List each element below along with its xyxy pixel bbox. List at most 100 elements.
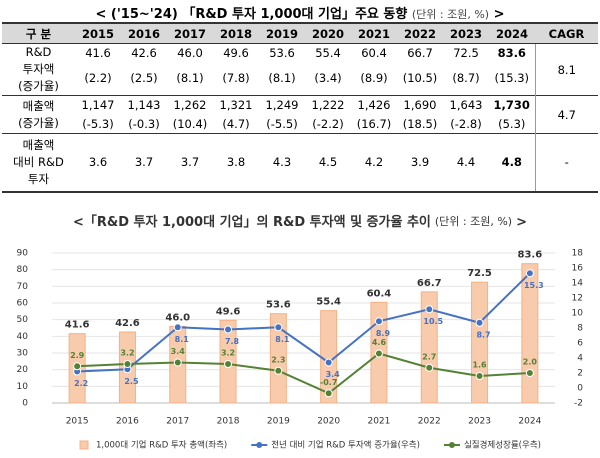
bar-label: 60.4 — [367, 288, 392, 299]
table-row: 매출액 대비 R&D 투자 3.6 3.7 3.7 3.8 4.3 4.5 4.2 3.9 4.4 4.… — [2, 133, 598, 193]
row-label: R&D 투자액 (증가율) — [2, 43, 75, 96]
header-cell: 2023 — [443, 22, 489, 44]
line-point — [224, 360, 233, 368]
row-label: 매출액 대비 R&D 투자 — [2, 133, 75, 193]
legend-label: 실질경제성장률(우측) — [464, 440, 541, 451]
y2-tick-label: 18 — [572, 249, 584, 259]
table-cell: 53.6 — [259, 43, 305, 62]
x-tick-label: 2016 — [116, 417, 139, 427]
title-text: < ('15~'24) 「R&D 투자 1,000대 기업」주요 동향 — [95, 7, 408, 22]
point-label: 8.1 — [275, 335, 290, 344]
table-cell: (18.5) — [402, 116, 438, 131]
point-label: 3.2 — [120, 349, 134, 358]
line-point — [224, 325, 233, 334]
y-tick-label: 50 — [17, 315, 29, 325]
table-cell: (2.2) — [84, 71, 112, 86]
x-tick-label: 2020 — [317, 417, 340, 427]
table-cell: 66.7 — [397, 43, 443, 62]
x-tick-label: 2022 — [418, 417, 441, 427]
table-cell: (16.7) — [356, 116, 392, 131]
table-row: (-5.3) (-0.3) (10.4) (4.7) (-5.5) (-2.2) (16.7… — [2, 115, 598, 134]
y2-tick-label: 4 — [577, 354, 583, 364]
x-tick-label: 2024 — [518, 417, 541, 427]
table-cell: 3.7 — [121, 133, 167, 193]
point-label: 2.9 — [70, 351, 85, 360]
table-cell: (2.5) — [130, 71, 158, 86]
bar-label: 41.6 — [65, 320, 90, 331]
header-cell: 2021 — [351, 22, 397, 44]
bar-label: 49.6 — [216, 306, 241, 317]
bar — [521, 263, 539, 404]
table-cell: (5.3) — [498, 116, 526, 131]
point-label: 4.6 — [372, 338, 387, 347]
legend-marker — [448, 442, 455, 448]
chart: <「R&D 투자 1,000대 기업」의 R&D 투자액 및 증가율 추이 (단위… — [17, 214, 584, 451]
table-cell: 3.9 — [397, 133, 443, 193]
table-row: R&D 투자액 (증가율) 41.6 42.6 46.0 49.6 53.6 55.4 60.4 6… — [2, 43, 598, 96]
y2-tick-label: 8 — [577, 324, 583, 334]
line — [77, 272, 531, 373]
table-cell: 4.5 — [305, 133, 351, 193]
table-cell: 1,321 — [213, 95, 259, 115]
table-cell: 1,262 — [167, 95, 213, 115]
chart-heading: <「R&D 투자 1,000대 기업」의 R&D 투자액 및 증가율 추이 (단위… — [73, 214, 527, 230]
line-point — [475, 372, 484, 380]
y-tick-label: 30 — [17, 349, 29, 359]
line-point — [324, 358, 333, 367]
unit: (단위 : 조원, %) — [411, 8, 490, 21]
table-cell: (8.7) — [452, 71, 480, 86]
table-cell: 3.8 — [213, 133, 259, 193]
y-tick-label: 0 — [22, 399, 28, 409]
point-label: 2.0 — [523, 358, 538, 367]
line-point — [525, 369, 534, 377]
row-label: 매출액 (증가율) — [2, 95, 75, 134]
point-label: 10.5 — [423, 317, 443, 326]
bar-label: 66.7 — [417, 278, 442, 289]
y2-tick-label: 12 — [572, 294, 583, 304]
bar — [269, 313, 287, 404]
y2-tick-label: 16 — [572, 264, 584, 274]
row-label-line: 매출액 — [22, 137, 55, 152]
table-cell: 72.5 — [443, 43, 489, 62]
row-label-line: 투자 — [27, 171, 50, 186]
table-cell: 1,249 — [259, 95, 305, 115]
legend-label: 1,000대 기업 R&D 투자 총액(좌측) — [96, 440, 227, 451]
table-cell: (-2.2) — [312, 116, 344, 131]
header-cell: 2017 — [167, 22, 213, 44]
legend-swatch — [79, 440, 89, 450]
data-table: 구 분 2015 2016 2017 2018 2019 2020 2021 2022 2023 2… — [2, 22, 598, 193]
cagr-cell: 4.7 — [534, 95, 598, 134]
bar-label: 72.5 — [467, 268, 492, 279]
table-cell: 4.3 — [259, 133, 305, 193]
point-label: 2.7 — [422, 352, 436, 361]
line-point — [475, 318, 484, 327]
table-body: R&D 투자액 (증가율) 41.6 42.6 46.0 49.6 53.6 55.4 60.4 6… — [2, 43, 598, 193]
table-cell: 3.6 — [75, 133, 121, 193]
line-point — [73, 362, 82, 371]
row-label-line: 투자액 — [22, 62, 55, 76]
point-label: 15.3 — [524, 281, 544, 290]
title-close: > — [493, 7, 505, 22]
line — [77, 352, 530, 395]
point-label: 2.2 — [74, 379, 88, 388]
cagr-cell: 8.1 — [534, 43, 598, 96]
table-cell: 1,222 — [305, 95, 351, 115]
line-point — [173, 358, 182, 367]
table-cell: (-0.3) — [128, 116, 160, 131]
y2-tick-label: -2 — [574, 399, 583, 409]
row-label-line: 매출액 — [22, 98, 55, 113]
point-label: 7.8 — [225, 337, 240, 346]
header-cell: 2024 — [489, 22, 535, 44]
line-point — [425, 363, 434, 372]
header-cell: 2015 — [75, 22, 121, 44]
x-tick-label: 2021 — [367, 417, 390, 427]
line-point — [525, 269, 534, 278]
bar — [471, 281, 489, 404]
table-cell: 1,643 — [443, 95, 489, 115]
line-point — [374, 317, 383, 326]
table-row: 매출액 (증가율) 1,147 1,143 1,262 1,321 1,249 1,222 1,… — [2, 95, 598, 134]
point-label: 3.2 — [221, 349, 235, 358]
bar — [420, 291, 438, 404]
x-tick-label: 2018 — [217, 417, 240, 427]
table-cell: 1,690 — [397, 95, 443, 115]
